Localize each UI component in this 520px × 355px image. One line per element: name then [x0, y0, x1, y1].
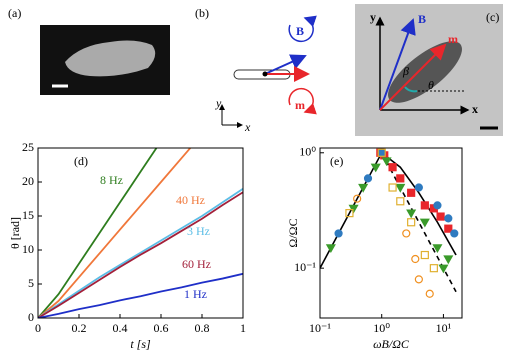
x-tick-label: 10⁰ — [373, 321, 390, 335]
x-tick-label: 10⁻¹ — [309, 321, 331, 335]
b-rotation — [288, 15, 317, 43]
marker — [444, 224, 453, 233]
marker — [388, 163, 397, 172]
marker — [345, 209, 354, 218]
series-label: 1 Hz — [184, 287, 207, 301]
x-tick-label: 0.6 — [154, 321, 169, 335]
series-label: 3 Hz — [187, 224, 210, 238]
marker — [358, 183, 369, 193]
series-line — [38, 148, 192, 318]
label: β — [402, 64, 409, 78]
y-tick-label: 10⁰ — [299, 145, 316, 159]
panel-label: (a) — [8, 6, 21, 20]
marker — [414, 183, 423, 192]
label: m — [448, 32, 458, 46]
plot-area — [38, 148, 243, 318]
x-tick-label: 1 — [240, 321, 246, 335]
marker — [438, 264, 449, 274]
plot-area — [320, 148, 459, 298]
m-label: m — [295, 98, 305, 112]
y-axis-label: θ [rad] — [8, 217, 22, 249]
y-tick-label: 20 — [22, 174, 34, 188]
marker — [407, 188, 416, 197]
x-tick-label: 0.8 — [195, 321, 210, 335]
marker — [425, 289, 434, 298]
m-arrow — [379, 43, 447, 111]
series-line — [38, 272, 243, 318]
marker — [436, 212, 445, 221]
marker — [377, 148, 386, 157]
marker — [381, 157, 392, 167]
marker — [395, 183, 406, 193]
x-tick-label: 0.2 — [72, 321, 87, 335]
series-line — [320, 151, 457, 269]
x-axis-label: ωB/ΩC — [373, 337, 410, 351]
series-line — [38, 188, 243, 318]
marker — [396, 197, 405, 206]
y-tick-label: 10 — [22, 242, 34, 256]
marker — [388, 183, 397, 192]
label: θ — [428, 78, 434, 92]
b-label: B — [296, 24, 304, 38]
series-line — [38, 148, 158, 318]
marker — [411, 254, 420, 264]
series-label: 40 Hz — [176, 193, 205, 207]
y-tick-label: 5 — [28, 276, 34, 290]
b-arrow — [379, 18, 416, 111]
y-tick-label: 10⁻¹ — [294, 260, 316, 274]
marker — [420, 201, 429, 210]
panel-label: (c) — [486, 10, 499, 24]
label: y — [370, 10, 376, 24]
marker — [325, 244, 336, 254]
marker — [370, 163, 381, 173]
b-arrow — [264, 54, 307, 75]
y-tick-label: 0 — [28, 310, 34, 324]
m-rotation — [288, 87, 317, 115]
panel-label: (b) — [195, 6, 209, 20]
marker — [363, 174, 373, 183]
y-tick-label: 15 — [22, 208, 34, 222]
marker — [443, 255, 454, 265]
particle — [65, 40, 156, 77]
panel-label: (d) — [74, 154, 88, 168]
frame — [37, 147, 244, 319]
label: x — [472, 102, 478, 116]
marker — [420, 250, 429, 260]
marker — [432, 244, 443, 254]
x-axis-label: t [s] — [130, 337, 151, 351]
y-axis-label: Ω/ΩC — [286, 218, 300, 247]
pivot — [262, 71, 268, 77]
marker — [419, 218, 430, 228]
marker — [444, 214, 453, 223]
marker — [348, 204, 359, 214]
marker — [450, 229, 459, 238]
marker — [406, 209, 417, 219]
panel-label: (e) — [330, 154, 343, 168]
series-line — [381, 152, 457, 293]
x-tick-label: 0.4 — [113, 321, 128, 335]
x-tick-label: 10¹ — [436, 321, 452, 335]
frame — [319, 147, 463, 319]
marker — [407, 218, 416, 227]
marker — [396, 174, 405, 183]
marker — [334, 229, 343, 238]
y-tick-label: 25 — [22, 140, 34, 154]
marker — [414, 275, 423, 284]
series-line — [38, 191, 243, 318]
series-label: 8 Hz — [100, 173, 123, 187]
marker — [433, 201, 442, 210]
marker — [429, 264, 438, 273]
label: B — [418, 12, 426, 26]
series-label: 60 Hz — [182, 257, 211, 271]
axis-label: x — [244, 120, 251, 134]
marker — [377, 148, 386, 157]
axis-label: y — [215, 96, 222, 110]
marker — [353, 194, 362, 203]
x-tick-label: 0 — [35, 321, 41, 335]
theta-arc — [404, 86, 418, 93]
marker — [402, 229, 411, 238]
